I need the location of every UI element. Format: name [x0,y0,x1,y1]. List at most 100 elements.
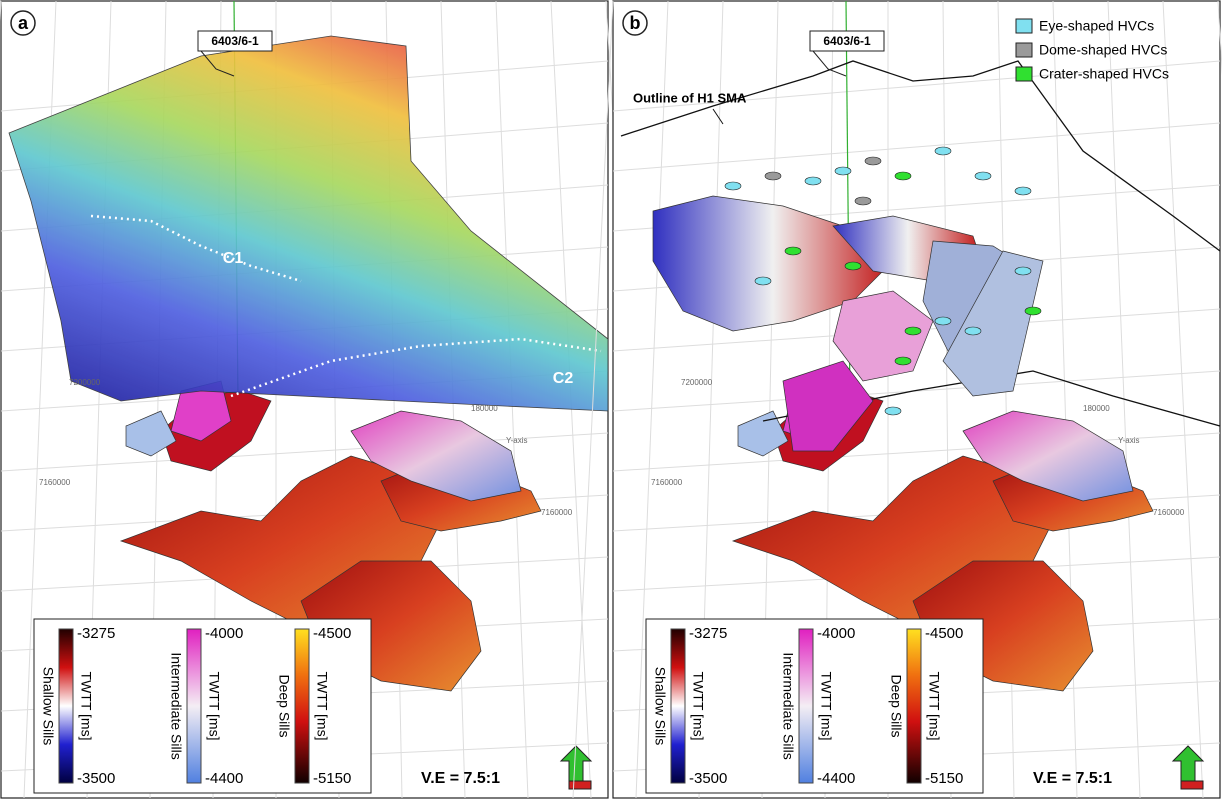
hvc [784,246,802,256]
legend-swatch [1015,18,1033,34]
sma-outline [620,60,1221,252]
hvc [804,176,822,186]
hvc [894,356,912,366]
panel-label-circle [10,10,36,36]
intermediate-sill [962,410,1134,502]
colorbar-max: -3275 [689,625,727,642]
colorbar-max: -4000 [205,625,243,642]
colorbar-box [33,618,372,794]
colorbar-min: -3500 [77,770,115,787]
ve-label: V.E = 7.5:1 [1033,770,1112,787]
colorbar-min: -4400 [817,770,855,787]
panel-label: a [18,13,29,33]
grid-line [0,432,609,472]
hvc [934,316,952,326]
north-arrow [1171,745,1205,782]
hvc [1014,266,1032,276]
grid-line [635,0,669,799]
well-label: 6403/6-1 [823,34,871,48]
axis-label: 7160000 [39,478,71,487]
axis-label: 7200000 [681,378,713,387]
hvc [964,326,982,336]
legend-swatch [1015,42,1033,58]
legend-swatch [1015,66,1033,82]
colorbar-min: -5150 [313,770,351,787]
horizon-surface [8,35,609,412]
north-arrow-base [568,780,592,790]
colorbar-min: -4400 [205,770,243,787]
hvc [724,181,742,191]
colorbar [906,628,922,784]
hvc [894,171,912,181]
colorbar [798,628,814,784]
intermediate-sill [782,360,874,452]
colorbar-name: Shallow Sills [40,667,56,746]
outline-pointer [712,108,724,125]
well-label-box [197,30,273,52]
colorbar [670,628,686,784]
colorbar-unit: TWTT [ms] [926,672,942,741]
colorbar-unit: TWTT [ms] [314,672,330,741]
grid-line [612,60,1221,112]
axis-label: 7160000 [651,478,683,487]
shallow-sill [942,250,1044,397]
colorbar-max: -4500 [313,625,351,642]
axis-label: Y-axis [1118,436,1140,445]
hvc [844,261,862,271]
colorbar-min: -3500 [689,770,727,787]
panel: Outline of H1 SMA Eye-shaped HVCs Dome-sha… [572,0,1222,799]
hvc [1024,306,1042,316]
panel-label: b [630,13,641,33]
hvc [854,196,872,206]
axis-label: 180000 [471,404,498,413]
colorbar [294,628,310,784]
colorbar-name: Intermediate Sills [780,652,796,759]
hvc [974,171,992,181]
hvc [1014,186,1032,196]
axis-label: Y-axis [506,436,528,445]
colorbar-box [645,618,984,794]
panel: C1 C2 7200000 180000 7160000 Y-axis 7160000 a 64… [0,0,655,799]
colorbar-min: -5150 [925,770,963,787]
colorbar-max: -4500 [925,625,963,642]
ve-label: V.E = 7.5:1 [421,770,500,787]
colorbar-name: Shallow Sills [652,667,668,746]
hvc [864,156,882,166]
colorbar [58,628,74,784]
hvc [754,276,772,286]
colorbar-name: Deep Sills [888,674,904,737]
colorbar-unit: TWTT [ms] [818,672,834,741]
channel-outline [90,214,302,283]
colorbar-max: -4000 [817,625,855,642]
colorbar-max: -3275 [77,625,115,642]
hvc [834,166,852,176]
grid-line [572,0,614,799]
well-pointer [812,50,847,77]
shallow-sill [125,410,177,457]
hvc [764,171,782,181]
colorbar-name: Deep Sills [276,674,292,737]
grid-line [1162,0,1204,799]
panel-label-circle [622,10,648,36]
colorbar-unit: TWTT [ms] [690,672,706,741]
axis-label: 7160000 [1153,508,1185,517]
well-label: 6403/6-1 [211,34,259,48]
intermediate-sill [350,410,522,502]
shallow-sill [737,410,789,457]
axis-label: 7160000 [541,508,573,517]
colorbar-unit: TWTT [ms] [78,672,94,741]
grid-line [612,122,1221,172]
colorbar [186,628,202,784]
axis-label: 7200000 [69,378,101,387]
north-arrow [559,745,593,782]
hvc [884,406,902,416]
legend-label: Crater-shaped HVCs [1039,66,1169,82]
well-pointer [200,50,235,77]
channel-label: C2 [553,370,574,387]
channel-label: C1 [223,250,244,267]
legend-label: Dome-shaped HVCs [1039,42,1167,58]
legend-label: Eye-shaped HVCs [1039,18,1154,34]
hvc [934,146,952,156]
